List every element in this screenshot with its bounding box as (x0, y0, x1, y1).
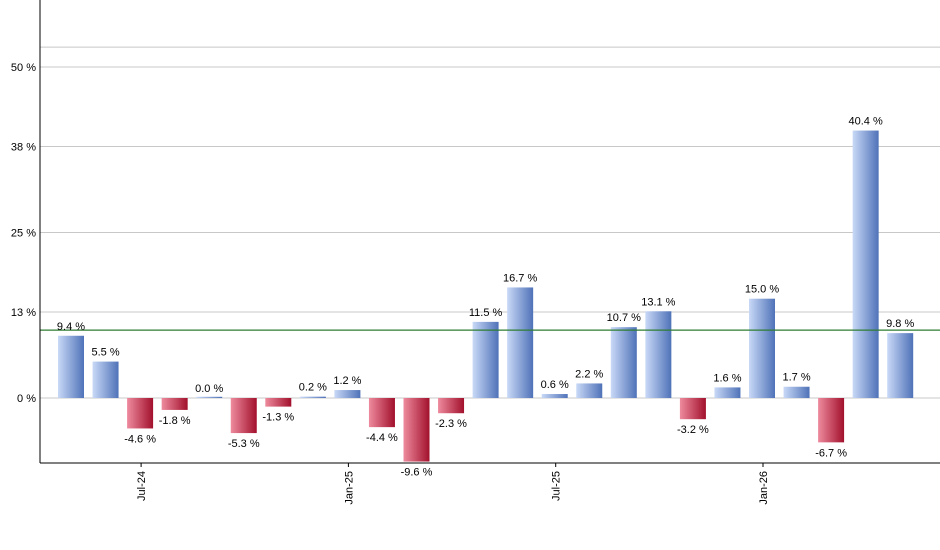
bar (127, 398, 154, 429)
bar (610, 327, 637, 398)
bar (576, 383, 603, 398)
data-label: 16.7 % (503, 272, 537, 284)
data-label: -6.7 % (815, 447, 847, 459)
axes (39, 0, 940, 467)
bar (645, 311, 672, 398)
bar (714, 387, 741, 398)
data-label: 11.5 % (469, 307, 503, 319)
bar (92, 361, 119, 398)
bar (887, 333, 914, 398)
x-tick-label: Jul-25 (551, 471, 563, 501)
data-label: -4.6 % (124, 433, 156, 445)
bar (783, 386, 810, 398)
bars (58, 130, 914, 462)
data-label: -4.4 % (366, 432, 398, 444)
data-label: 13.1 % (641, 296, 675, 308)
bar (818, 398, 845, 443)
data-label: 0.2 % (299, 382, 327, 394)
data-label: 2.2 % (575, 368, 603, 380)
data-label: 10.7 % (607, 312, 641, 324)
x-tick-label: Jan-25 (343, 471, 355, 505)
data-label: 9.8 % (886, 318, 914, 330)
bar (472, 321, 499, 398)
data-label: -1.3 % (262, 412, 294, 424)
y-tick-label: 38 % (11, 141, 36, 153)
bar (403, 398, 430, 462)
data-label: 40.4 % (849, 116, 883, 128)
data-label: -2.3 % (435, 418, 467, 430)
bar (58, 335, 84, 398)
y-tick-label: 13 % (11, 307, 36, 319)
bar (196, 396, 223, 398)
data-label: 5.5 % (91, 347, 119, 359)
bar (299, 396, 326, 398)
bar (749, 298, 775, 398)
data-labels: 9.4 % 5.5 % -4.6 %-1.8 % 0.0 % -5.3 % -1.3 % 0… (57, 116, 915, 479)
y-tick-label: 0 % (17, 393, 36, 405)
bar (541, 394, 568, 398)
data-label: -1.8 % (159, 415, 191, 427)
y-tick-label: 50 % (11, 62, 36, 74)
bar (507, 287, 534, 398)
bar (265, 398, 292, 407)
x-axis-tick-labels: Jul-24 Jan-25 Jul-25 Jan-26 (136, 471, 770, 505)
data-label: -3.2 % (677, 424, 709, 436)
bar (230, 398, 257, 434)
data-label: -5.3 % (228, 438, 260, 450)
data-label: -9.6 % (401, 467, 433, 479)
bar (679, 398, 706, 420)
data-label: 15.0 % (745, 284, 779, 296)
bar (161, 398, 188, 410)
y-axis-tick-labels: 0 % 13 % 25 % 38 % 50 % (11, 62, 36, 405)
data-label: 1.2 % (333, 375, 361, 387)
bar (368, 398, 395, 428)
bar (852, 130, 879, 398)
data-label: 0.0 % (195, 383, 223, 395)
bar (334, 390, 361, 398)
data-label: 1.6 % (713, 372, 741, 384)
bar (438, 398, 465, 414)
x-tick-label: Jul-24 (136, 471, 148, 501)
data-label: 9.4 % (57, 321, 85, 333)
y-tick-label: 25 % (11, 228, 36, 240)
data-label: 1.7 % (782, 372, 810, 384)
data-label: 0.6 % (541, 379, 569, 391)
x-tick-label: Jan-26 (758, 471, 770, 505)
